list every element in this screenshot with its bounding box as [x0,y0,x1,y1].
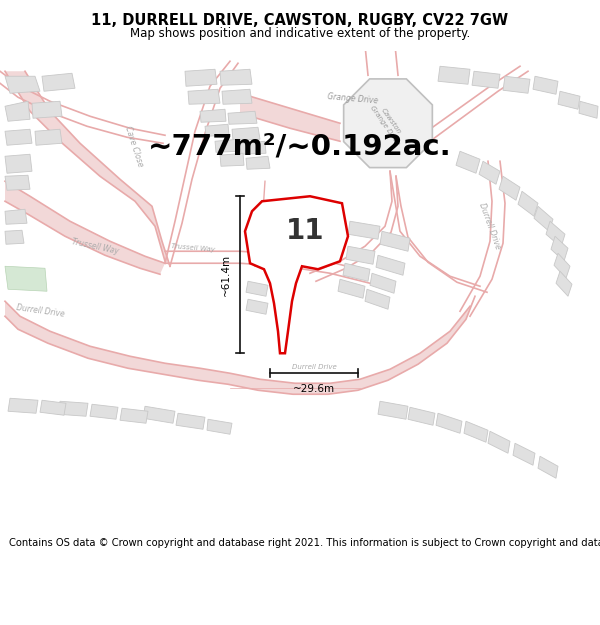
Polygon shape [558,91,580,109]
Polygon shape [5,101,30,121]
Polygon shape [533,76,558,94]
Polygon shape [5,209,27,224]
Polygon shape [5,129,32,145]
Text: 11: 11 [286,217,324,245]
Polygon shape [5,266,47,291]
Text: Durrell Drive: Durrell Drive [292,364,337,370]
Polygon shape [90,404,118,419]
Polygon shape [120,408,148,423]
Polygon shape [143,406,175,423]
Polygon shape [554,253,570,278]
Polygon shape [365,289,390,309]
Polygon shape [513,443,535,465]
Polygon shape [58,401,88,416]
Polygon shape [436,413,462,433]
Text: ~777m²/~0.192ac.: ~777m²/~0.192ac. [148,132,452,160]
Text: Contains OS data © Crown copyright and database right 2021. This information is : Contains OS data © Crown copyright and d… [9,538,600,548]
Polygon shape [246,281,268,296]
Text: Cave Close: Cave Close [123,124,145,168]
Polygon shape [215,139,239,152]
Polygon shape [488,431,510,453]
Polygon shape [499,176,520,200]
Polygon shape [40,400,66,415]
Polygon shape [5,230,24,244]
Polygon shape [438,66,470,84]
Polygon shape [207,419,232,434]
Polygon shape [232,127,260,140]
Polygon shape [220,153,244,166]
Polygon shape [228,111,257,124]
Polygon shape [546,221,565,248]
Text: 11, DURRELL DRIVE, CAWSTON, RUGBY, CV22 7GW: 11, DURRELL DRIVE, CAWSTON, RUGBY, CV22 … [91,12,509,28]
Text: Cawston
Grange Drive: Cawston Grange Drive [370,101,407,146]
Text: Durrell Drive: Durrell Drive [478,202,503,251]
Polygon shape [176,413,205,429]
Polygon shape [5,71,170,266]
Polygon shape [5,175,30,190]
Polygon shape [456,151,480,173]
Polygon shape [246,156,270,169]
Polygon shape [479,161,500,184]
Polygon shape [346,246,375,264]
Polygon shape [188,89,220,104]
Polygon shape [245,196,348,353]
Polygon shape [344,79,433,168]
Text: Trussell Way: Trussell Way [71,237,119,256]
Polygon shape [380,231,410,251]
Polygon shape [408,408,435,425]
Text: Grange Drive: Grange Drive [327,91,379,105]
Polygon shape [240,93,340,141]
Polygon shape [503,76,530,93]
Polygon shape [472,71,500,88]
Polygon shape [343,263,370,281]
Polygon shape [579,101,598,118]
Polygon shape [205,124,229,136]
Polygon shape [518,191,538,216]
Polygon shape [464,421,488,442]
Polygon shape [338,279,365,298]
Polygon shape [348,221,380,239]
Polygon shape [5,296,475,394]
Text: Durrell Drive: Durrell Drive [15,303,65,319]
Polygon shape [185,69,217,86]
Polygon shape [534,206,553,231]
Polygon shape [5,154,32,173]
Polygon shape [246,299,268,314]
Text: ~61.4m: ~61.4m [221,254,231,296]
Polygon shape [240,141,266,154]
Polygon shape [5,181,165,274]
Text: Trussell Way: Trussell Way [171,243,215,253]
Text: Map shows position and indicative extent of the property.: Map shows position and indicative extent… [130,27,470,40]
Polygon shape [42,73,75,91]
Polygon shape [35,129,62,145]
Polygon shape [551,236,568,261]
Text: ~29.6m: ~29.6m [293,384,335,394]
Polygon shape [8,398,38,413]
Polygon shape [376,255,405,275]
Polygon shape [538,456,558,478]
Polygon shape [378,401,408,419]
Polygon shape [370,273,396,293]
Polygon shape [556,271,572,296]
Polygon shape [222,89,252,104]
Polygon shape [5,76,40,93]
Polygon shape [220,69,252,85]
Polygon shape [32,101,62,118]
Polygon shape [200,109,226,123]
